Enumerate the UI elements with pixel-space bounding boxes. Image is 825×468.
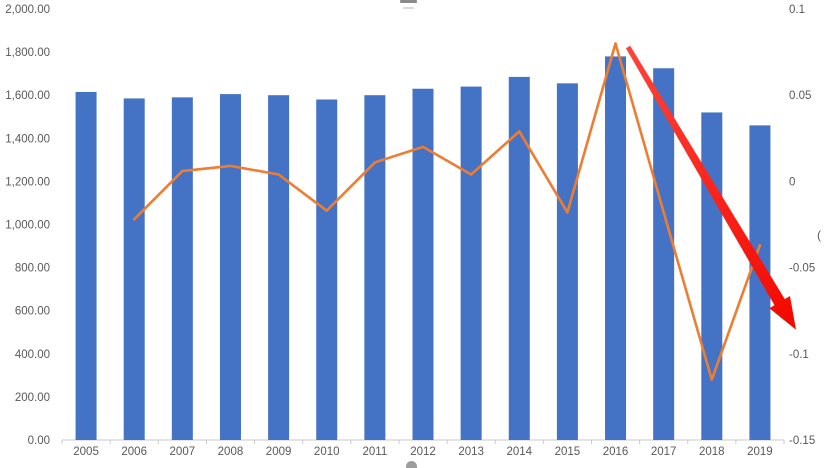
red-trend-arrow[interactable] xyxy=(625,45,796,330)
bar-2005[interactable] xyxy=(75,91,97,440)
y-axis-left-tick-label: 0.00 xyxy=(28,435,50,447)
y-axis-left-tick-label: 400.00 xyxy=(15,349,50,361)
x-axis-tick-label: 2006 xyxy=(121,446,147,458)
y-axis-left-tick-label: 2,000.00 xyxy=(5,4,50,16)
y-axis-right-tick-labels: 0.1 0.05 0 -0.05 -0.1 -0.15 xyxy=(789,4,815,447)
y-axis-right-tick-label: 0 xyxy=(789,176,795,188)
x-axis-tick-label: 2014 xyxy=(506,446,532,458)
x-axis-tick-labels: 2005 2006 2007 2008 2009 2010 2011 2012 2013 2014… xyxy=(73,446,772,458)
x-axis-tick-label: 2008 xyxy=(218,446,244,458)
x-axis-tick-label: 2009 xyxy=(266,446,292,458)
x-axis-tick-label: 2007 xyxy=(170,446,196,458)
y-axis-left-tick-label: 200.00 xyxy=(15,392,50,404)
y-axis-left-tick-label: 1,200.00 xyxy=(5,176,50,188)
red-trend-arrow-annotation[interactable] xyxy=(625,45,796,330)
y-axis-left-tick-label: 1,800.00 xyxy=(5,47,50,59)
bar-series[interactable] xyxy=(75,56,771,441)
bar-2012[interactable] xyxy=(412,88,434,441)
bar-2007[interactable] xyxy=(171,97,193,440)
bar-2008[interactable] xyxy=(219,94,241,440)
cropped-chart-title-fragment xyxy=(403,7,414,9)
line-series[interactable] xyxy=(132,42,762,382)
x-axis-tick-label: 2015 xyxy=(555,446,581,458)
x-axis-tick-label: 2010 xyxy=(314,446,340,458)
x-axis-tick-label: 2005 xyxy=(73,446,99,458)
cropped-bottom-element-fragment xyxy=(406,461,417,468)
x-axis-tick-label: 2017 xyxy=(651,446,677,458)
line-series-path[interactable] xyxy=(132,42,762,382)
x-axis xyxy=(61,439,785,444)
x-axis-tick-label: 2013 xyxy=(458,446,484,458)
bar-2019[interactable] xyxy=(749,125,771,441)
cropped-chart-title-fragment xyxy=(400,0,417,3)
y-axis-right-tick-label: 0.05 xyxy=(789,90,811,102)
bar-2017[interactable] xyxy=(653,68,675,440)
bar-2015[interactable] xyxy=(556,83,578,440)
bar-2006[interactable] xyxy=(123,98,145,441)
y-axis-left-tick-label: 600.00 xyxy=(15,306,50,318)
bar-2014[interactable] xyxy=(508,76,530,440)
bar-2011[interactable] xyxy=(364,95,386,440)
y-axis-left-tick-label: 1,400.00 xyxy=(5,133,50,145)
bar-2009[interactable] xyxy=(268,95,290,440)
y-axis-right-tick-label: -0.05 xyxy=(789,263,815,275)
y-axis-right-tick-label: -0.15 xyxy=(789,435,815,447)
bar-2013[interactable] xyxy=(460,86,482,440)
x-axis-tick-label: 2016 xyxy=(603,446,629,458)
y-axis-right-tick-label: -0.1 xyxy=(789,349,809,361)
y-axis-left-tick-label: 1,600.00 xyxy=(5,90,50,102)
y-axis-left-tick-label: 1,000.00 xyxy=(5,220,50,232)
x-axis-tick-label: 2011 xyxy=(362,446,387,458)
right-axis-title-fragment: ( xyxy=(817,228,821,242)
bar-2018[interactable] xyxy=(701,112,723,440)
bar-2016[interactable] xyxy=(605,56,627,440)
x-axis-tick-label: 2019 xyxy=(747,446,773,458)
x-axis-tick-label: 2018 xyxy=(699,446,725,458)
y-axis-left-tick-label: 800.00 xyxy=(15,263,50,275)
bar-2010[interactable] xyxy=(316,99,338,440)
y-axis-left-tick-labels: 2,000.00 1,800.00 1,600.00 1,400.00 1,200.00… xyxy=(5,4,50,447)
y-axis-right-tick-label: 0.1 xyxy=(789,4,805,16)
x-axis-tick-label: 2012 xyxy=(410,446,436,458)
